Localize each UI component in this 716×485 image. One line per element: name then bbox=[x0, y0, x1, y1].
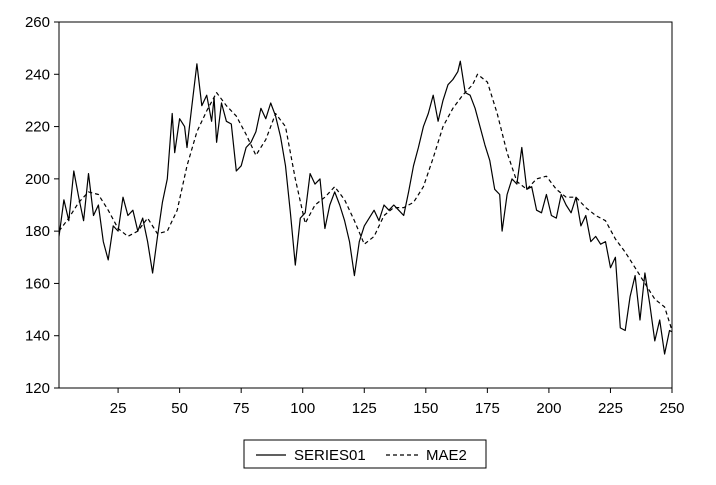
y-tick-label: 180 bbox=[25, 223, 50, 240]
y-tick-label: 160 bbox=[25, 275, 50, 292]
x-axis: 25 50 75 100 125 150 175 200 225 250 bbox=[110, 388, 685, 417]
y-tick-label: 240 bbox=[25, 66, 50, 83]
legend-box bbox=[243, 439, 487, 469]
x-tick-label: 125 bbox=[352, 400, 377, 417]
y-tick-label: 120 bbox=[25, 380, 50, 397]
series-layer bbox=[59, 60, 672, 355]
plot-frame bbox=[58, 21, 673, 389]
x-tick-label: 50 bbox=[171, 400, 188, 417]
y-tick-label: 200 bbox=[25, 171, 50, 188]
series-line-series01 bbox=[59, 60, 672, 355]
x-tick-label: 175 bbox=[475, 400, 500, 417]
x-tick-label: 200 bbox=[536, 400, 561, 417]
y-axis: 120 140 160 180 200 220 240 260 bbox=[25, 14, 59, 397]
x-tick-label: 250 bbox=[659, 400, 684, 417]
x-tick-label: 150 bbox=[413, 400, 438, 417]
legend-label-mae2: MAE2 bbox=[426, 447, 467, 464]
x-tick-label: 100 bbox=[290, 400, 315, 417]
y-tick-label: 140 bbox=[25, 328, 50, 345]
legend-label-series01: SERIES01 bbox=[294, 447, 366, 464]
x-tick-label: 75 bbox=[233, 400, 250, 417]
legend: SERIES01 MAE2 bbox=[243, 439, 487, 469]
y-tick-label: 220 bbox=[25, 119, 50, 136]
y-tick-label: 260 bbox=[25, 14, 50, 31]
x-tick-label: 225 bbox=[598, 400, 623, 417]
x-tick-label: 25 bbox=[110, 400, 127, 417]
series-line-mae2 bbox=[59, 73, 672, 333]
